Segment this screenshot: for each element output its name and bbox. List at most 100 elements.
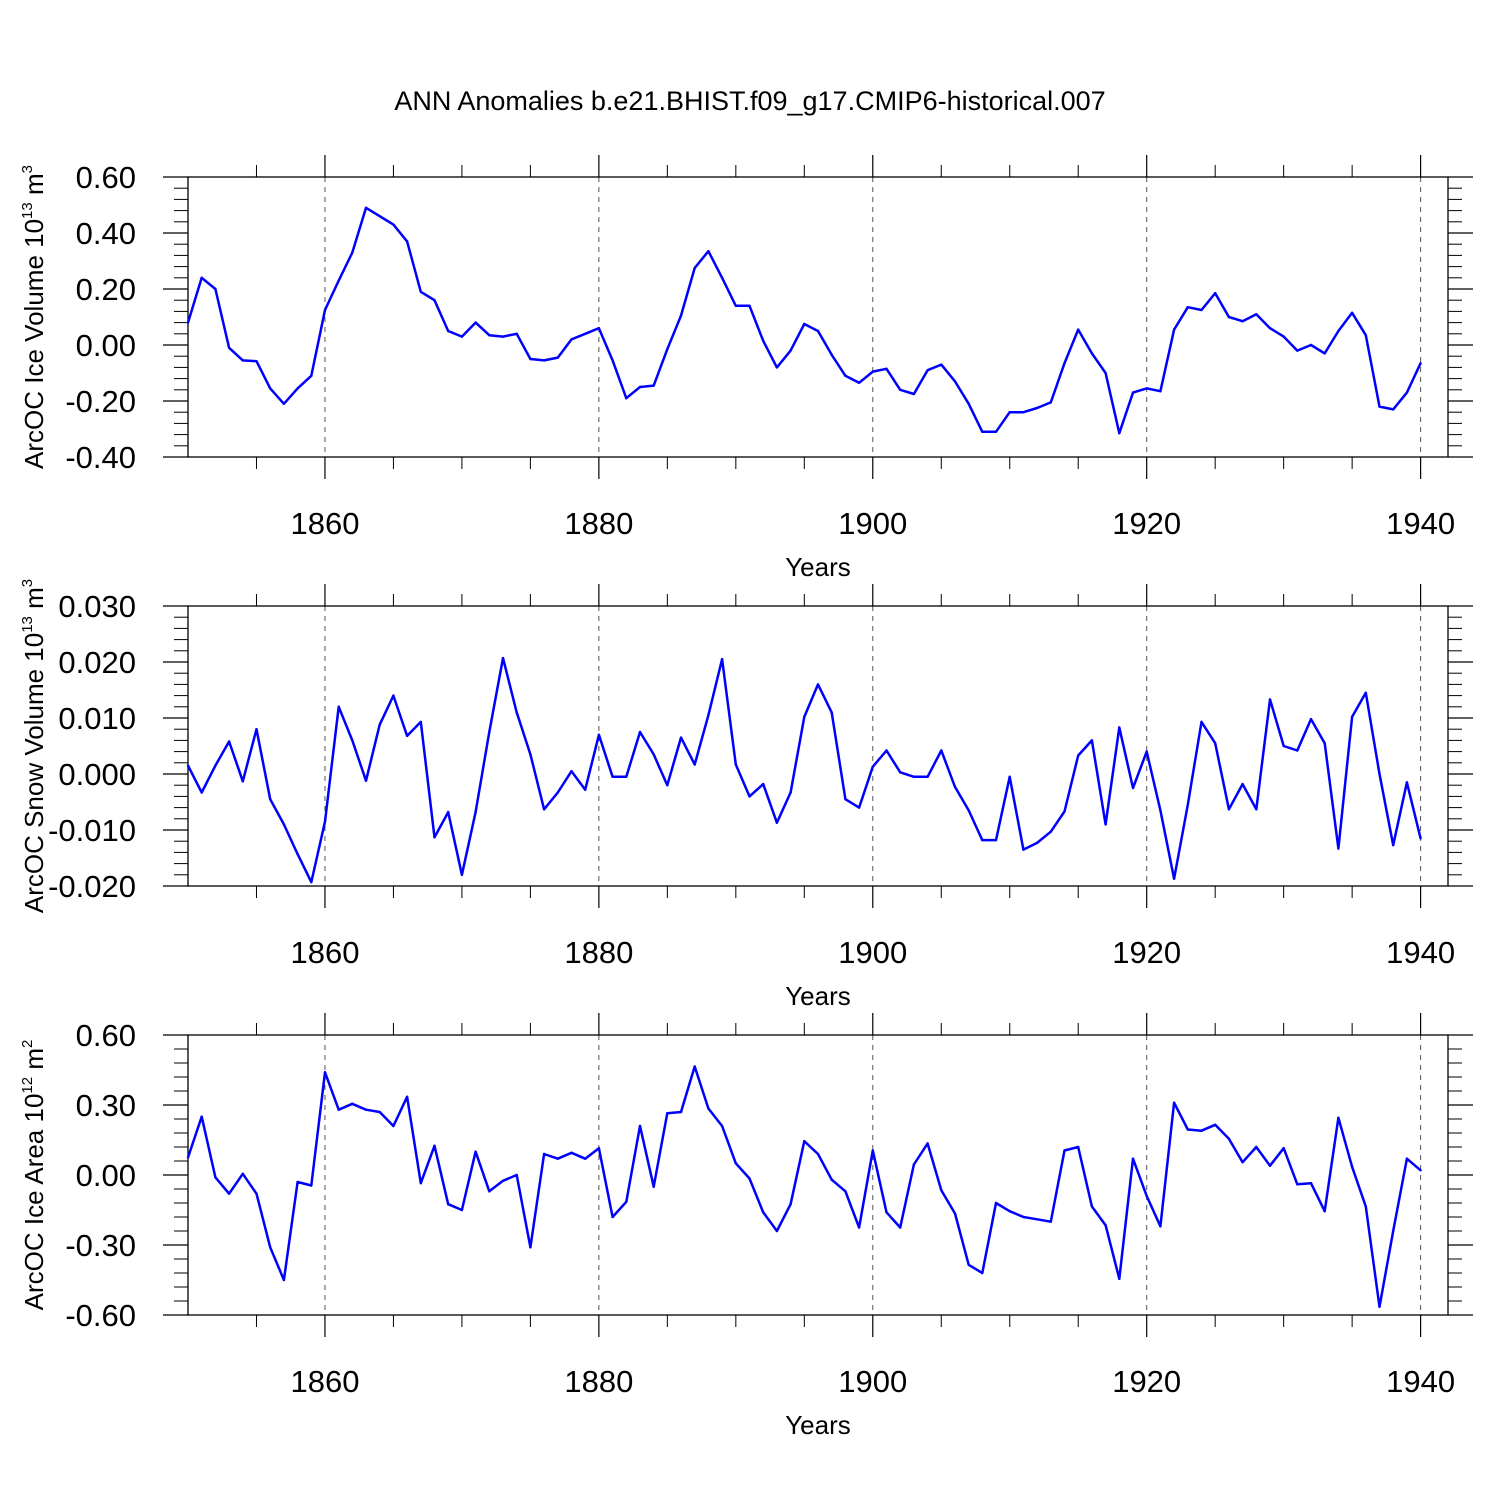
- data-point: [748, 795, 751, 798]
- data-point: [652, 1185, 655, 1188]
- x-axis-title: Years: [785, 552, 851, 582]
- data-point: [1405, 781, 1409, 784]
- data-point: [1337, 847, 1340, 850]
- data-point: [1200, 720, 1203, 724]
- panel-ice-area: 1860 1880 1900 1920 1940 -0.60 -0.30 0.00 0.30 0.…: [19, 1013, 1473, 1440]
- data-point: [871, 1149, 874, 1152]
- data-point: [433, 1144, 436, 1148]
- data-point: [994, 838, 998, 842]
- data-point: [967, 402, 970, 405]
- data-point: [323, 1071, 327, 1074]
- data-point: [926, 1142, 929, 1145]
- data-point: [501, 335, 505, 338]
- data-point: [584, 1157, 587, 1160]
- data-point: [364, 206, 368, 209]
- data-point: [1296, 349, 1299, 352]
- data-point: [351, 251, 354, 254]
- data-point: [1008, 411, 1011, 414]
- x-tick-label: 1900: [838, 1364, 907, 1399]
- data-point: [1131, 1157, 1135, 1160]
- data-point: [638, 385, 642, 389]
- data-point: [1035, 406, 1039, 410]
- data-point: [844, 374, 847, 377]
- data-point: [433, 836, 436, 839]
- data-point: [1200, 308, 1203, 312]
- data-point: [501, 1179, 505, 1183]
- data-point: [282, 402, 286, 405]
- data-point: [1350, 715, 1354, 719]
- x-tick-label: 1900: [838, 506, 907, 541]
- series-line-ice-area: [186, 1065, 1422, 1309]
- data-point: [789, 349, 792, 352]
- data-point: [1186, 306, 1190, 309]
- data-point: [679, 736, 683, 739]
- y-axis-title-exp: 12: [19, 1077, 36, 1094]
- data-point: [707, 250, 710, 253]
- data-point: [1022, 411, 1025, 414]
- data-point: [597, 1147, 601, 1150]
- data-point: [611, 359, 614, 362]
- data-point: [186, 321, 190, 324]
- data-point: [515, 332, 518, 335]
- data-point: [762, 782, 765, 786]
- data-point: [474, 321, 477, 324]
- data-point: [255, 728, 258, 731]
- data-point: [570, 338, 573, 341]
- plot-frame: [187, 176, 1449, 458]
- data-point: [638, 1124, 642, 1128]
- data-point: [693, 266, 696, 270]
- data-point: [542, 808, 546, 811]
- y-axis-title: ArcOC Ice Area 1012 m2: [19, 1040, 49, 1311]
- data-point: [584, 332, 587, 335]
- data-point: [953, 1212, 957, 1215]
- data-point: [734, 763, 737, 766]
- y-tick-label: 0.020: [58, 645, 136, 680]
- data-point: [871, 370, 874, 373]
- data-point: [720, 276, 724, 279]
- data-point: [1337, 329, 1340, 333]
- data-point: [885, 749, 888, 752]
- data-point: [186, 764, 190, 767]
- data-point: [679, 1110, 683, 1114]
- y-axis-title-unit-exp: 3: [19, 165, 36, 173]
- data-point: [857, 1226, 861, 1229]
- data-point: [734, 304, 737, 307]
- data-point: [994, 1201, 998, 1205]
- data-point: [392, 694, 395, 697]
- data-point: [1419, 362, 1422, 365]
- data-point: [1145, 750, 1148, 753]
- data-point: [1049, 401, 1053, 404]
- data-point: [1104, 823, 1107, 826]
- y-axis-title-unit: m: [19, 1048, 49, 1077]
- data-point: [1022, 848, 1025, 851]
- data-point: [556, 356, 559, 359]
- data-point: [1309, 717, 1313, 721]
- y-tick-label: 0.00: [76, 1158, 136, 1193]
- y-axis-title: ArcOC Snow Volume 1013 m3: [19, 579, 49, 913]
- data-point: [1282, 335, 1285, 338]
- data-point: [337, 705, 340, 708]
- data-point: [981, 1271, 984, 1275]
- data-point: [803, 322, 806, 326]
- data-point: [734, 1162, 737, 1165]
- data-point: [419, 720, 422, 724]
- data-point: [488, 730, 491, 734]
- data-point: [1392, 1229, 1395, 1233]
- data-point: [542, 1152, 546, 1156]
- data-point: [1063, 1149, 1066, 1152]
- data-point: [269, 387, 272, 390]
- data-point: [488, 334, 491, 337]
- y-axis-title-main: ArcOC Ice Area 10: [19, 1094, 49, 1311]
- data-point: [1159, 1225, 1162, 1228]
- y-tick-label: 0.010: [58, 701, 136, 736]
- data-point: [940, 749, 943, 752]
- x-tick-label: 1880: [564, 1364, 633, 1399]
- data-point: [1350, 311, 1354, 314]
- data-point: [1131, 391, 1135, 394]
- y-tick-label: 0.30: [76, 1088, 136, 1123]
- data-point: [447, 810, 450, 814]
- data-point: [255, 360, 258, 363]
- data-point: [1172, 877, 1176, 880]
- data-point: [282, 1278, 286, 1282]
- y-axis-title-exp: 13: [19, 616, 36, 633]
